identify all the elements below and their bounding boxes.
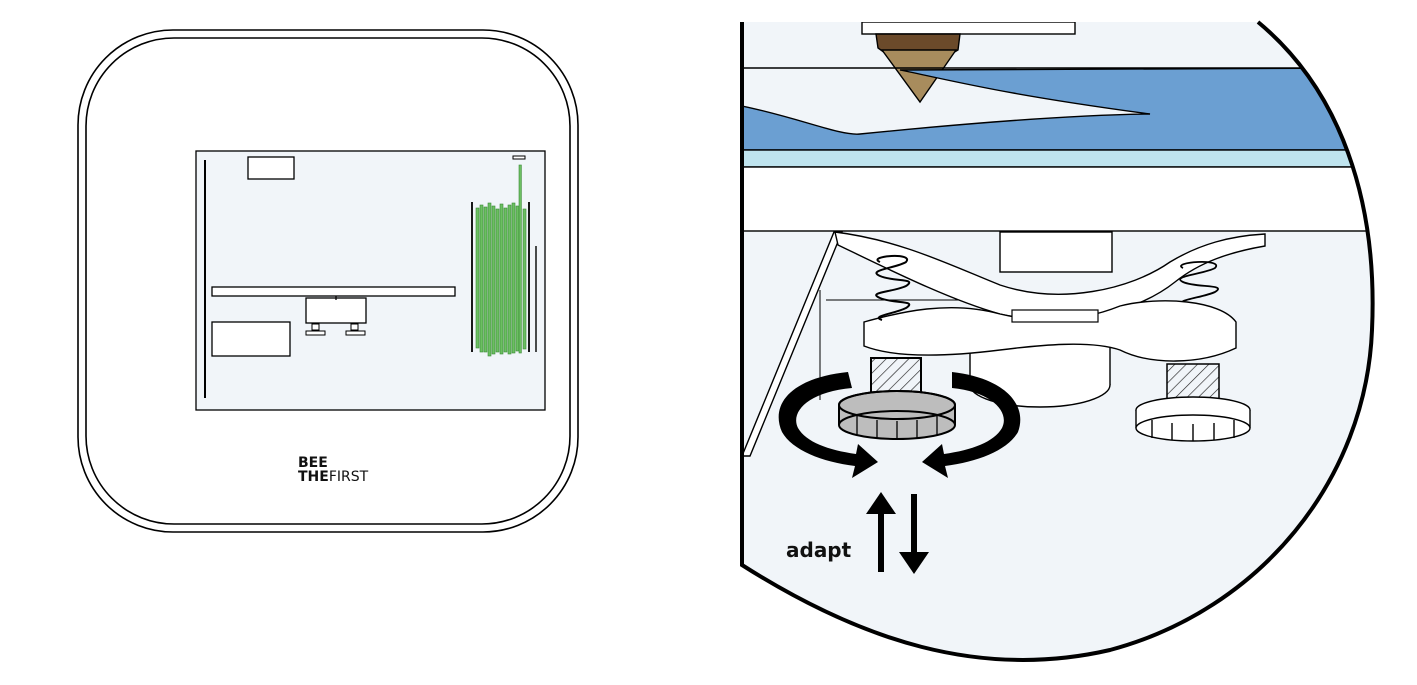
- brand-line1: BEE: [298, 455, 328, 471]
- front-spring: [875, 254, 910, 321]
- bed-glass-layer: [742, 149, 1373, 168]
- bed-blue-surface: [742, 67, 1373, 151]
- bed-leveling-detail: adapt: [740, 20, 1375, 662]
- brand-logo: BEE THEFIRST: [298, 455, 369, 485]
- lens-border: [740, 20, 1375, 662]
- brand-line2-bold: THE: [298, 469, 329, 485]
- printer-front-view: BEE THEFIRST: [77, 29, 579, 533]
- carrier-plate: [863, 300, 1237, 362]
- frame-strut: [742, 231, 844, 457]
- filament-spool: [475, 164, 527, 357]
- rotate-arrow-left: [778, 372, 878, 478]
- leveling-knob: [838, 390, 956, 440]
- hotend-block: [861, 22, 1076, 35]
- adapt-label: adapt: [786, 538, 852, 562]
- down-arrow: [899, 494, 929, 574]
- rotate-arrow-right: [922, 372, 1021, 478]
- brand-line2-light: FIRST: [329, 469, 369, 485]
- up-arrow: [866, 492, 896, 572]
- brand-line2: THEFIRST: [298, 469, 369, 485]
- rear-knob: [1135, 396, 1251, 442]
- bed-plate: [742, 166, 1373, 232]
